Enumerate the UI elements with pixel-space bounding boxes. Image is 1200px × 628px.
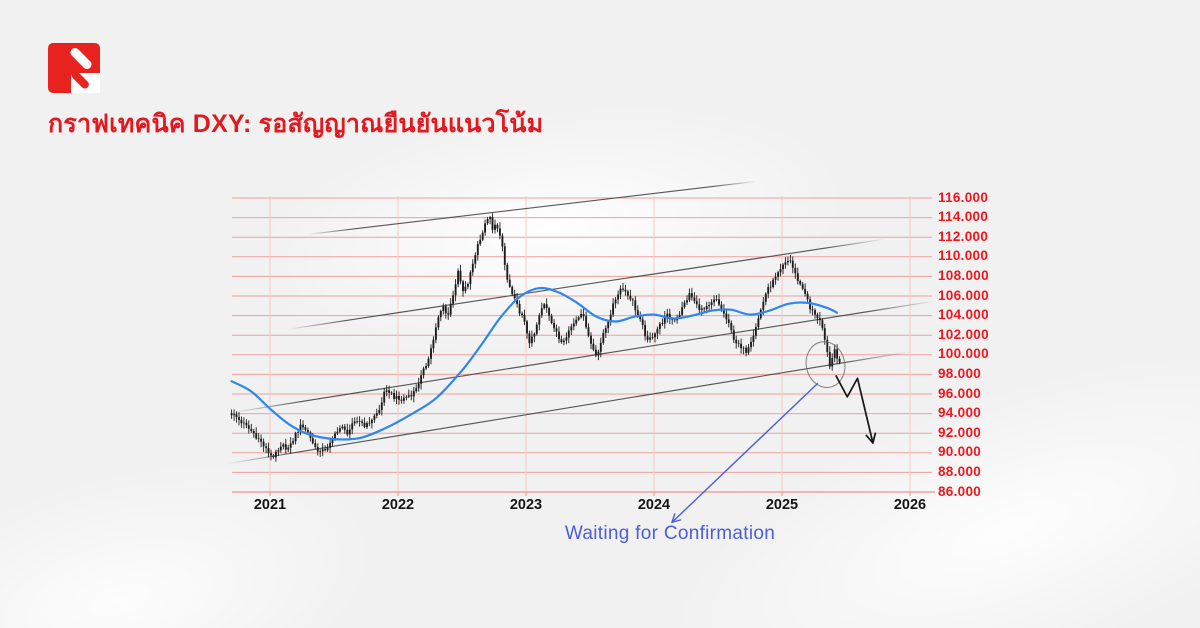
candle-bodies [230, 217, 841, 458]
trendline-2 [287, 238, 885, 330]
trendline-1 [231, 300, 936, 414]
logo-notch [70, 69, 100, 93]
arrowhead [865, 434, 874, 444]
page-title: กราฟเทคนิค DXY: รอสัญญาณยืนยันแนวโน้ม [48, 110, 544, 138]
projection-arrow [835, 374, 874, 444]
candlestick-series [230, 213, 841, 462]
pointer-arrow [671, 382, 819, 523]
breakdown-circle [805, 341, 846, 389]
arrowhead [671, 513, 676, 524]
annotations [671, 341, 877, 524]
arrowhead [671, 519, 682, 524]
brand-logo [48, 43, 100, 93]
trendline-0 [227, 351, 911, 465]
arrowhead [872, 432, 877, 444]
candle-wicks [231, 213, 841, 462]
trendlines [227, 180, 936, 465]
waiting-for-confirmation-label: Waiting for Confirmation [564, 523, 776, 544]
moving-average-line [230, 286, 839, 441]
grid [232, 196, 935, 496]
trendline-3 [308, 180, 757, 235]
